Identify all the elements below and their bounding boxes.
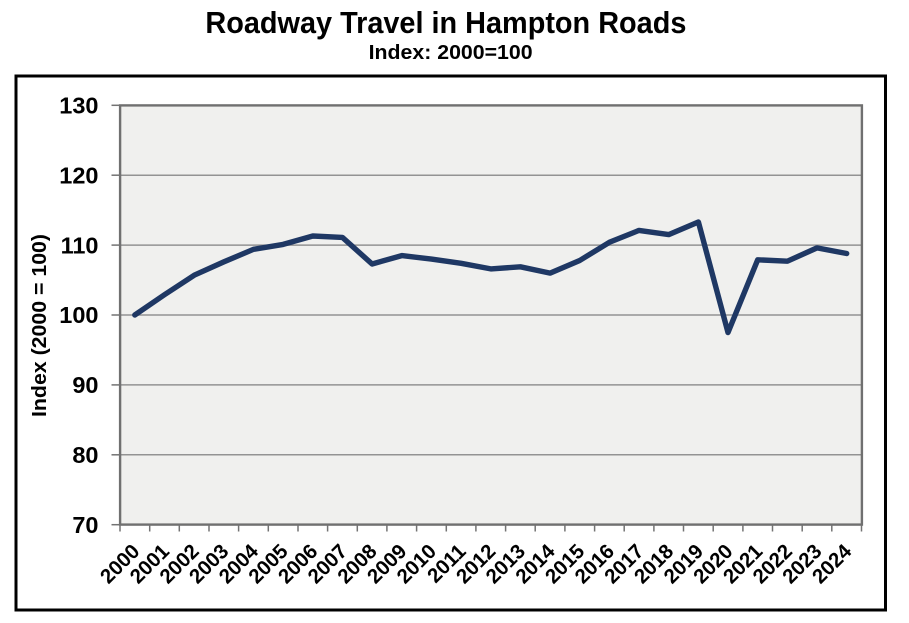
svg-text:70: 70 (72, 512, 98, 538)
svg-text:90: 90 (72, 372, 98, 398)
svg-text:80: 80 (72, 442, 98, 468)
svg-text:Roadway Travel in Hampton Road: Roadway Travel in Hampton Roads (205, 5, 686, 40)
svg-text:Index (2000 = 100): Index (2000 = 100) (28, 234, 51, 417)
svg-text:Index: 2000=100: Index: 2000=100 (369, 42, 533, 64)
svg-text:100: 100 (59, 302, 98, 328)
svg-text:110: 110 (61, 232, 99, 258)
svg-text:130: 130 (59, 93, 98, 119)
svg-text:120: 120 (59, 162, 98, 188)
